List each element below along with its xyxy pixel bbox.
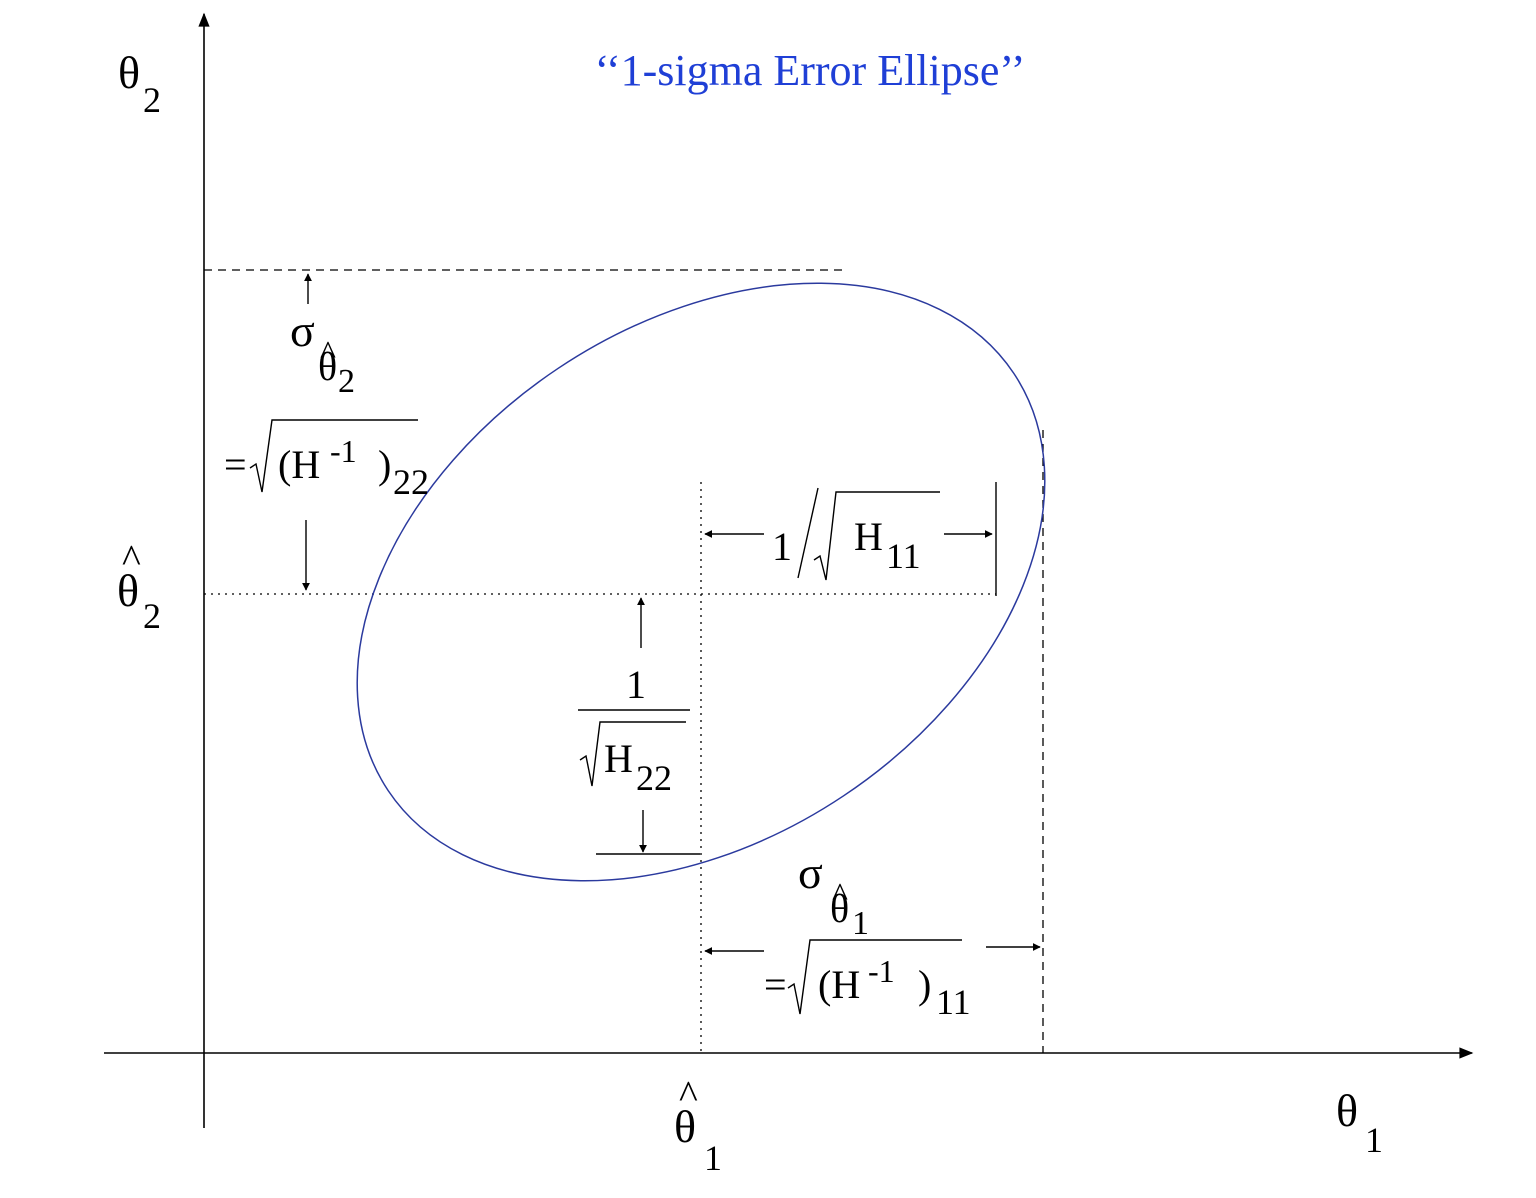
svg-text:θ: θ — [318, 344, 337, 389]
svg-text:): ) — [378, 442, 391, 487]
svg-text:(H: (H — [818, 962, 860, 1007]
x-axis-label: θ 1 — [1336, 1085, 1383, 1160]
svg-text:^: ^ — [832, 877, 848, 914]
svg-text:^: ^ — [122, 536, 141, 581]
svg-text:1: 1 — [852, 905, 869, 942]
svg-text:-1: -1 — [868, 953, 895, 989]
svg-text:=: = — [764, 962, 787, 1007]
svg-text:1: 1 — [772, 524, 792, 569]
svg-text:θ: θ — [1336, 1085, 1358, 1136]
diagram-title: ‘‘1-sigma Error Ellipse’’ — [595, 46, 1026, 95]
h11-sqrt-sign — [813, 491, 940, 581]
sigma-theta1-hat-label: σ ^ θ 1 — [798, 847, 869, 942]
sigma2-sqrt-expression: = (H -1 ) 22 — [224, 419, 429, 502]
svg-text:11: 11 — [936, 982, 971, 1022]
sigma-theta2-hat-label: σ ^ θ 2 — [290, 305, 355, 400]
svg-text:H: H — [604, 736, 633, 781]
svg-text:22: 22 — [636, 758, 672, 798]
svg-text:θ: θ — [830, 886, 849, 931]
svg-text:-1: -1 — [330, 433, 357, 469]
svg-text:1: 1 — [704, 1138, 722, 1178]
sigma2-sqrt-sign — [249, 419, 418, 493]
svg-text:θ: θ — [118, 47, 140, 98]
sigma1-sqrt-sign — [787, 939, 962, 1015]
h11-slash — [797, 487, 819, 579]
svg-text:σ: σ — [290, 305, 315, 356]
error-ellipse — [356, 282, 1046, 882]
svg-text:): ) — [918, 962, 931, 1007]
inv-sqrt-h22-label: 1 H 22 — [578, 662, 690, 798]
svg-text:2: 2 — [338, 363, 355, 400]
svg-text:22: 22 — [393, 462, 429, 502]
svg-text:2: 2 — [143, 80, 161, 120]
svg-text:H: H — [854, 514, 883, 559]
sigma1-sqrt-expression: = (H -1 ) 11 — [764, 939, 971, 1022]
svg-text:11: 11 — [886, 536, 921, 576]
svg-text:1: 1 — [626, 662, 646, 707]
h22-sqrt-sign — [579, 721, 686, 787]
svg-text:1: 1 — [1365, 1120, 1383, 1160]
theta1-hat-label: ^ θ 1 — [674, 1072, 722, 1178]
svg-text:θ: θ — [117, 565, 139, 616]
svg-text:(H: (H — [278, 442, 320, 487]
svg-text:2: 2 — [143, 596, 161, 636]
svg-text:=: = — [224, 442, 247, 487]
theta2-hat-label: ^ θ 2 — [117, 536, 161, 636]
svg-text:^: ^ — [679, 1072, 698, 1117]
inv-sqrt-h11-label: 1 H 11 — [772, 487, 940, 581]
svg-text:^: ^ — [320, 335, 336, 372]
svg-text:θ: θ — [674, 1101, 696, 1152]
y-axis-label: θ 2 — [118, 47, 161, 120]
svg-text:σ: σ — [798, 847, 823, 898]
